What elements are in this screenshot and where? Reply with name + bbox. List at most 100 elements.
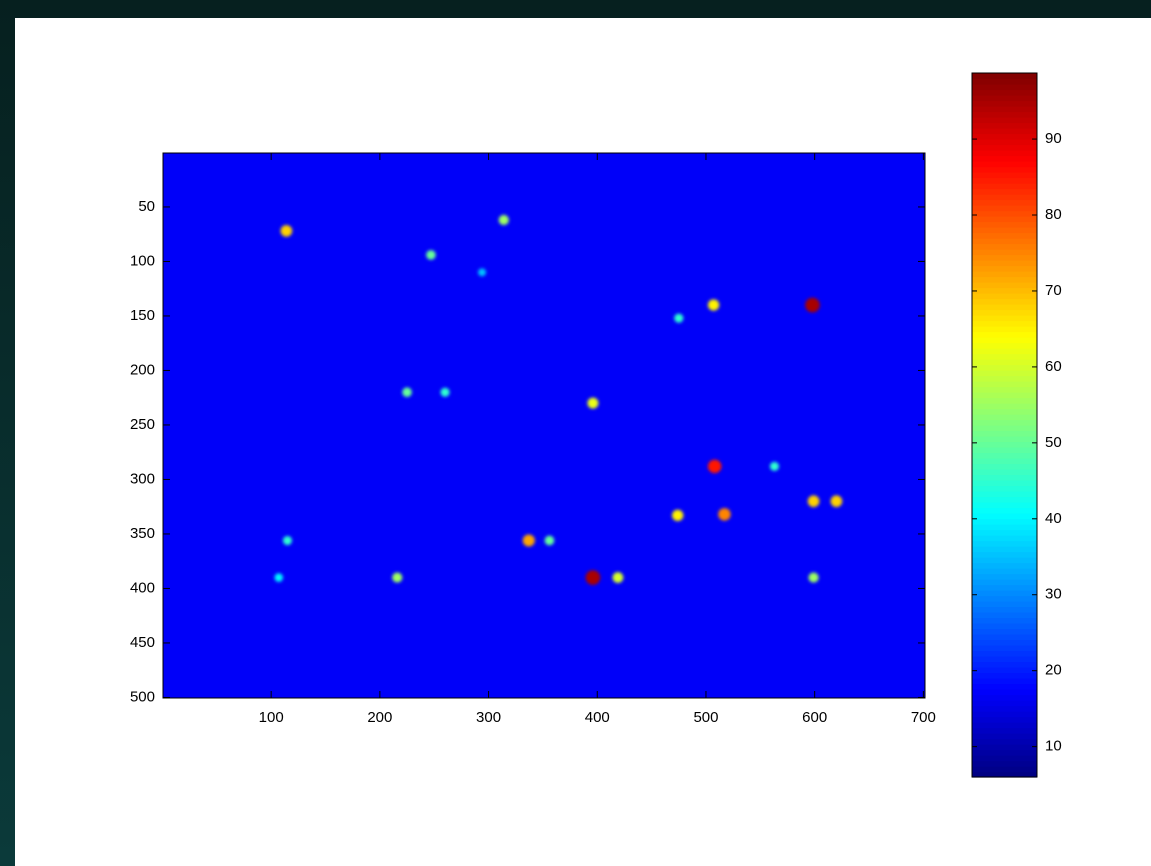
colorbar-strip <box>972 562 1037 569</box>
colorbar-strip <box>972 722 1037 729</box>
colorbar-strip <box>972 122 1037 129</box>
colorbar-strip <box>972 771 1037 778</box>
colorbar-strip <box>972 458 1037 465</box>
spot <box>426 250 436 260</box>
colorbar-strip <box>972 414 1037 421</box>
spot <box>587 397 599 409</box>
colorbar-strip <box>972 188 1037 195</box>
colorbar-strip <box>972 617 1037 624</box>
colorbar-strip <box>972 546 1037 553</box>
colorbar-strip <box>972 221 1037 228</box>
y-tick-label: 200 <box>130 361 155 378</box>
x-tick-label: 200 <box>367 709 392 726</box>
colorbar-strip <box>972 749 1037 756</box>
colorbar-strip <box>972 304 1037 311</box>
colorbar-strip <box>972 518 1037 525</box>
colorbar-strip <box>972 738 1037 745</box>
spot <box>707 459 722 474</box>
colorbar-strip <box>972 78 1037 85</box>
colorbar-strip <box>972 557 1037 564</box>
colorbar-strip <box>972 249 1037 256</box>
colorbar-strip <box>972 612 1037 619</box>
y-tick-label: 150 <box>130 307 155 324</box>
colorbar-strip <box>972 447 1037 454</box>
colorbar-strip <box>972 139 1037 146</box>
colorbar-tick-label: 10 <box>1045 738 1062 755</box>
colorbar-strip <box>972 117 1037 124</box>
x-tick-label: 500 <box>693 709 718 726</box>
colorbar-tick-label: 20 <box>1045 662 1062 679</box>
colorbar-strip <box>972 375 1037 382</box>
spot <box>522 534 535 547</box>
spot <box>274 573 284 582</box>
colorbar-strip <box>972 595 1037 602</box>
colorbar-strip <box>972 573 1037 580</box>
colorbar-strip <box>972 452 1037 459</box>
colorbar-tick-label: 40 <box>1045 510 1062 527</box>
x-tick-label: 600 <box>802 709 827 726</box>
colorbar-tick-label: 30 <box>1045 586 1062 603</box>
colorbar-strip <box>972 535 1037 542</box>
colorbar-strip <box>972 463 1037 470</box>
colorbar-strip <box>972 667 1037 674</box>
colorbar-strip <box>972 260 1037 267</box>
colorbar-strip <box>972 529 1037 536</box>
colorbar-strip <box>972 672 1037 679</box>
y-tick-label: 500 <box>130 688 155 705</box>
colorbar-strip <box>972 342 1037 349</box>
spot <box>280 225 293 237</box>
spot <box>498 214 509 226</box>
colorbar-strip <box>972 397 1037 404</box>
spot <box>282 535 293 546</box>
x-tick-label: 300 <box>476 709 501 726</box>
colorbar-strip <box>972 282 1037 289</box>
colorbar-strip <box>972 711 1037 718</box>
colorbar-strip <box>972 700 1037 707</box>
spot <box>544 535 555 546</box>
colorbar-box <box>971 72 1038 778</box>
colorbar-strip <box>972 353 1037 360</box>
colorbar-strip <box>972 293 1037 300</box>
colorbar-strip <box>972 425 1037 432</box>
axes-box <box>162 152 926 699</box>
colorbar-strip <box>972 315 1037 322</box>
colorbar-strip <box>972 326 1037 333</box>
colorbar-strip <box>972 161 1037 168</box>
colorbar-strip <box>972 650 1037 657</box>
colorbar-tick-label: 60 <box>1045 358 1062 375</box>
colorbar-strip <box>972 524 1037 531</box>
plot-area: 100 200 300 400 500 600 700 50 100 150 200 250 300 35… <box>130 152 936 726</box>
colorbar-strip <box>972 485 1037 492</box>
spot <box>808 572 819 583</box>
colorbar-strip <box>972 243 1037 250</box>
colorbar-strip <box>972 320 1037 327</box>
colorbar-strip <box>972 348 1037 355</box>
colorbar-tick-label: 90 <box>1045 130 1062 147</box>
colorbar-strip <box>972 579 1037 586</box>
colorbar-strip <box>972 265 1037 272</box>
colorbar-tick-label: 80 <box>1045 206 1062 223</box>
colorbar-strip <box>972 106 1037 113</box>
colorbar-strip <box>972 166 1037 173</box>
y-tick-label: 250 <box>130 416 155 433</box>
spot <box>718 508 731 521</box>
colorbar-strip <box>972 150 1037 157</box>
colorbar-strip <box>972 507 1037 514</box>
y-tick-label: 50 <box>138 198 155 215</box>
colorbar-strip <box>972 474 1037 481</box>
spot <box>674 313 684 323</box>
colorbar-strip <box>972 744 1037 751</box>
colorbar-strip <box>972 694 1037 701</box>
y-tick-label: 100 <box>130 252 155 269</box>
colorbar-tick-label: 50 <box>1045 434 1062 451</box>
colorbar-strip <box>972 73 1037 80</box>
colorbar-strip <box>972 337 1037 344</box>
colorbar-strip <box>972 95 1037 102</box>
colorbar-strip <box>972 227 1037 234</box>
spot <box>402 387 412 398</box>
colorbar-strip <box>972 111 1037 118</box>
colorbar-strip <box>972 601 1037 608</box>
x-tick-label: 700 <box>911 709 936 726</box>
colorbar-strip <box>972 370 1037 377</box>
